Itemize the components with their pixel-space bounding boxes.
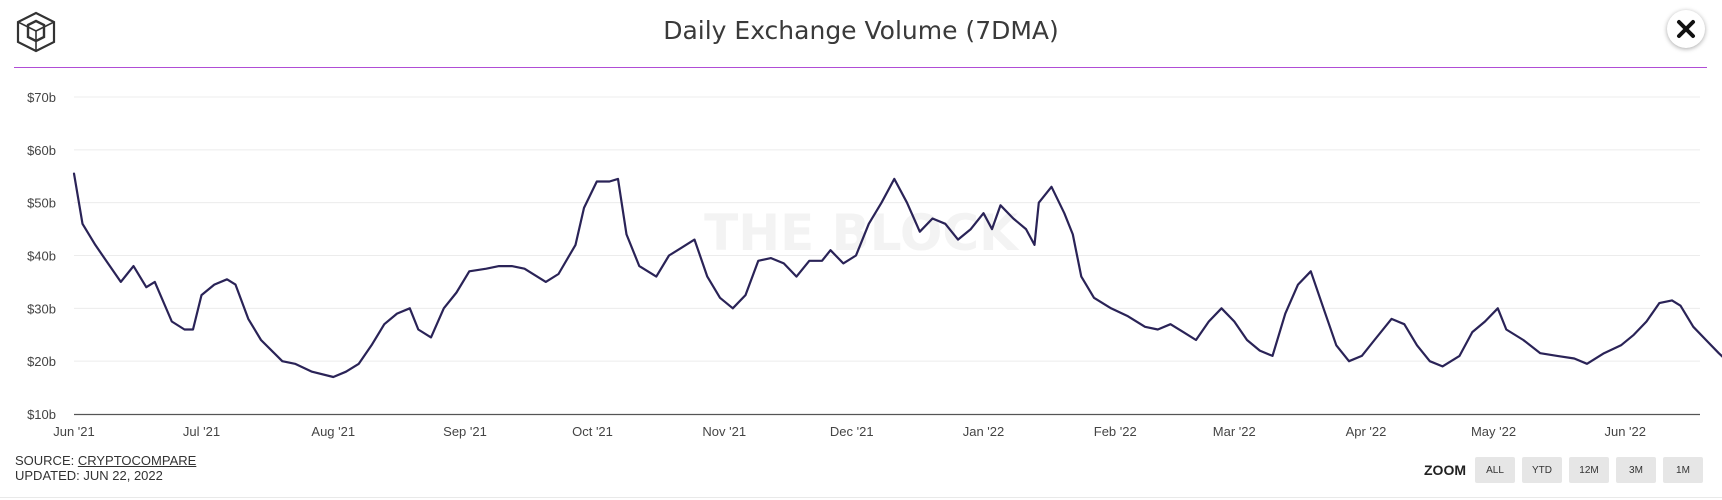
x-tick-label: Nov '21 bbox=[702, 424, 746, 439]
bottom-rule bbox=[0, 497, 1722, 498]
zoom-3m-button[interactable]: 3M bbox=[1616, 457, 1656, 483]
close-button[interactable] bbox=[1667, 10, 1705, 48]
x-tick-label: May '22 bbox=[1471, 424, 1516, 439]
zoom-all-button[interactable]: ALL bbox=[1475, 457, 1515, 483]
zoom-label: ZOOM bbox=[1424, 462, 1466, 478]
x-tick-label: Sep '21 bbox=[443, 424, 487, 439]
x-tick-label: Dec '21 bbox=[830, 424, 874, 439]
zoom-12m-button[interactable]: 12M bbox=[1569, 457, 1609, 483]
y-tick-label: $30b bbox=[27, 301, 56, 316]
x-tick-label: Jan '22 bbox=[963, 424, 1005, 439]
cube-logo-icon bbox=[15, 11, 57, 53]
x-tick-label: Apr '22 bbox=[1346, 424, 1387, 439]
zoom-controls: ZOOM ALL YTD 12M 3M 1M bbox=[1424, 456, 1710, 484]
series-line bbox=[72, 172, 1722, 379]
y-tick-label: $20b bbox=[27, 354, 56, 369]
chart-footer: SOURCE: CRYPTOCOMPARE UPDATED: JUN 22, 2… bbox=[15, 453, 196, 483]
y-tick-label: $60b bbox=[27, 143, 56, 158]
watermark-text: THE BLOCK bbox=[704, 204, 1020, 262]
source-link[interactable]: CRYPTOCOMPARE bbox=[77, 453, 197, 468]
zoom-1m-button[interactable]: 1M bbox=[1663, 457, 1703, 483]
x-tick-label: Jun '22 bbox=[1604, 424, 1646, 439]
y-tick-label: $70b bbox=[27, 90, 56, 105]
chart-title: Daily Exchange Volume (7DMA) bbox=[663, 16, 1059, 45]
x-tick-label: Oct '21 bbox=[572, 424, 613, 439]
chart-header: Daily Exchange Volume (7DMA) bbox=[0, 0, 1722, 68]
header-divider bbox=[14, 67, 1707, 68]
zoom-ytd-button[interactable]: YTD bbox=[1522, 457, 1562, 483]
updated-text: UPDATED: JUN 22, 2022 bbox=[15, 468, 163, 483]
y-tick-label: $40b bbox=[27, 249, 56, 264]
x-tick-label: Jun '21 bbox=[53, 424, 95, 439]
x-tick-label: Jul '21 bbox=[183, 424, 220, 439]
x-tick-label: Feb '22 bbox=[1094, 424, 1137, 439]
source-line: SOURCE: CRYPTOCOMPARE bbox=[15, 453, 196, 468]
x-tick-label: Aug '21 bbox=[311, 424, 355, 439]
y-tick-label: $50b bbox=[27, 196, 56, 211]
line-chart: THE BLOCK $10b $20b $30b $40b $50b $60b $70b Jun… bbox=[27, 90, 1722, 439]
x-tick-label: Mar '22 bbox=[1213, 424, 1256, 439]
source-prefix: SOURCE: bbox=[15, 453, 78, 468]
close-icon bbox=[1677, 20, 1695, 38]
y-tick-label: $10b bbox=[27, 407, 56, 422]
